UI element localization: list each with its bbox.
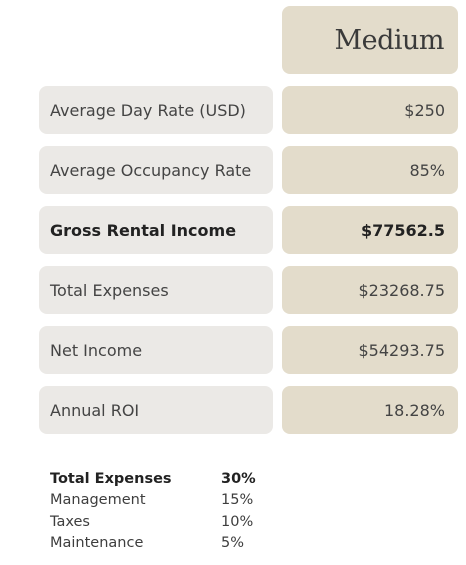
row-value: $23268.75 [282, 266, 458, 314]
row-label: Gross Rental Income [39, 206, 273, 254]
row-label: Average Occupancy Rate [39, 146, 273, 194]
column-title: Medium [334, 24, 444, 56]
expense-value: 10% [221, 513, 254, 530]
expenses-title: Total Expenses [50, 470, 172, 487]
expense-value: 15% [221, 492, 254, 509]
row-total-expenses: Total Expenses $23268.75 [0, 266, 466, 314]
expense-item-management: Management 15% [50, 490, 350, 512]
expenses-breakdown: Total Expenses 30% Management 15% Taxes … [50, 468, 350, 554]
expenses-total-row: Total Expenses 30% [50, 468, 350, 490]
row-value: 18.28% [282, 386, 458, 434]
row-net-income: Net Income $54293.75 [0, 326, 466, 374]
row-label: Average Day Rate (USD) [39, 86, 273, 134]
row-annual-roi: Annual ROI 18.28% [0, 386, 466, 434]
expense-label: Maintenance [50, 535, 144, 552]
expense-label: Management [50, 492, 146, 509]
expense-value: 5% [221, 535, 245, 552]
expenses-total: 30% [221, 470, 256, 487]
row-label: Net Income [39, 326, 273, 374]
expense-item-taxes: Taxes 10% [50, 511, 350, 533]
row-value: $77562.5 [282, 206, 458, 254]
row-value: 85% [282, 146, 458, 194]
expense-item-maintenance: Maintenance 5% [50, 533, 350, 555]
row-value: $250 [282, 86, 458, 134]
row-gross-rental-income: Gross Rental Income $77562.5 [0, 206, 466, 254]
row-average-occupancy-rate: Average Occupancy Rate 85% [0, 146, 466, 194]
row-value: $54293.75 [282, 326, 458, 374]
column-header-medium: Medium [282, 6, 458, 74]
expense-label: Taxes [50, 513, 90, 530]
row-label: Total Expenses [39, 266, 273, 314]
row-label: Annual ROI [39, 386, 273, 434]
row-average-day-rate: Average Day Rate (USD) $250 [0, 86, 466, 134]
